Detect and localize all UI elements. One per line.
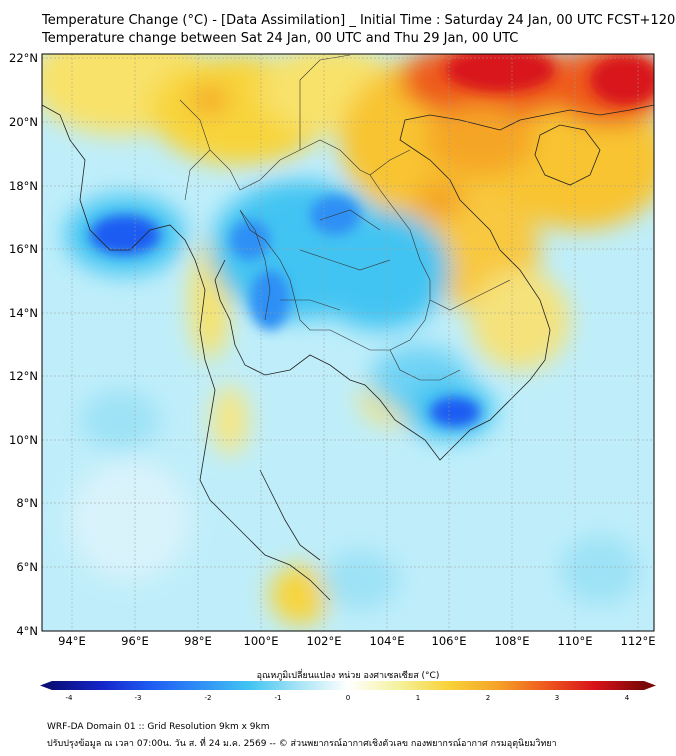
map-frame <box>41 53 655 632</box>
lat-label-12n: 12°N <box>9 369 38 383</box>
cbar-tick-3: 3 <box>555 694 559 702</box>
colorbar-title: อุณหภูมิเปลี่ยนแปลง หน่วย องศาเซลเซียส (… <box>257 668 440 681</box>
lon-label-112e: 112°E <box>621 634 656 648</box>
cbar-tick-neg1: -1 <box>275 694 282 702</box>
colorbar <box>40 681 656 690</box>
temperature-field <box>42 54 654 631</box>
colorbar-gradient <box>52 681 644 690</box>
lon-label-100e: 100°E <box>244 634 279 648</box>
lon-label-94e: 94°E <box>58 634 86 648</box>
cbar-tick-neg4: -4 <box>66 694 74 702</box>
graticule <box>42 54 654 631</box>
cbar-tick-2: 2 <box>486 694 490 702</box>
cbar-tick-0: 0 <box>346 694 350 702</box>
lat-label-6n: 6°N <box>16 560 38 574</box>
borders <box>179 54 511 381</box>
coastlines <box>42 104 654 601</box>
cbar-tick-neg2: -2 <box>205 694 212 702</box>
lon-label-104e: 104°E <box>370 634 405 648</box>
cbar-tick-4: 4 <box>625 694 630 702</box>
lon-label-98e: 98°E <box>184 634 212 648</box>
lon-labels: 94°E 96°E 98°E 100°E 102°E 104°E 106°E 1… <box>58 634 655 648</box>
lon-label-106e: 106°E <box>432 634 467 648</box>
lat-label-22n: 22°N <box>9 51 38 65</box>
lat-labels: 22°N 20°N 18°N 16°N 14°N 12°N 10°N 8°N 6… <box>9 51 38 638</box>
lat-label-20n: 20°N <box>9 115 38 129</box>
title-line-2: Temperature change between Sat 24 Jan, 0… <box>42 31 519 46</box>
colorbar-left-arrow <box>40 681 52 690</box>
lon-label-110e: 110°E <box>558 634 593 648</box>
footer-line-1: WRF-DA Domain 01 :: Grid Resolution 9km … <box>47 722 270 732</box>
colorbar-ticks: -4 -3 -2 -1 0 1 2 3 4 <box>66 694 630 702</box>
lat-label-4n: 4°N <box>16 624 38 638</box>
colorbar-right-arrow <box>644 681 656 690</box>
title-line-1: Temperature Change (°C) - [Data Assimila… <box>42 13 676 28</box>
lat-label-14n: 14°N <box>9 306 38 320</box>
lat-label-10n: 10°N <box>9 433 38 447</box>
lon-label-96e: 96°E <box>121 634 149 648</box>
lat-label-8n: 8°N <box>16 496 38 510</box>
lat-label-18n: 18°N <box>9 179 38 193</box>
lat-label-16n: 16°N <box>9 242 38 256</box>
footer-line-2: ปรับปรุงข้อมูล ณ เวลา 07:00น. วัน ส. ที่… <box>47 739 557 749</box>
lon-label-108e: 108°E <box>495 634 530 648</box>
cbar-tick-1: 1 <box>416 694 420 702</box>
lon-label-102e: 102°E <box>307 634 342 648</box>
cbar-tick-neg3: -3 <box>135 694 142 702</box>
